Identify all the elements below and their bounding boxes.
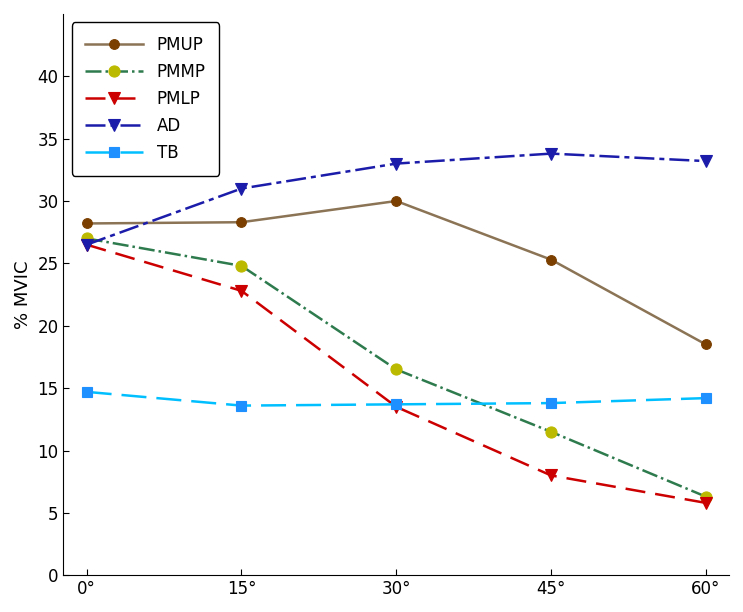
AD [237, 185, 246, 192]
Y-axis label: % MVIC: % MVIC [14, 260, 32, 329]
PMLP [82, 241, 91, 248]
PMMP [237, 262, 246, 269]
PMMP [701, 493, 710, 501]
PMMP [547, 428, 556, 436]
PMUP [701, 341, 710, 348]
TB [82, 388, 91, 395]
AD [547, 150, 556, 157]
PMLP [237, 287, 246, 294]
Line: TB: TB [82, 387, 711, 411]
PMMP [82, 235, 91, 242]
AD [392, 160, 400, 167]
PMMP [392, 366, 400, 373]
PMUP [237, 218, 246, 226]
TB [701, 395, 710, 402]
Line: PMLP: PMLP [81, 239, 712, 509]
TB [237, 402, 246, 409]
PMUP [392, 197, 400, 204]
AD [82, 241, 91, 248]
PMUP [82, 220, 91, 227]
Line: PMMP: PMMP [81, 233, 712, 502]
AD [701, 157, 710, 165]
PMLP [701, 499, 710, 507]
Line: PMUP: PMUP [82, 196, 711, 349]
TB [547, 400, 556, 407]
PMLP [547, 472, 556, 479]
Legend: PMUP, PMMP, PMLP, AD, TB: PMUP, PMMP, PMLP, AD, TB [72, 22, 219, 176]
PMLP [392, 403, 400, 411]
PMUP [547, 256, 556, 263]
TB [392, 401, 400, 408]
Line: AD: AD [81, 148, 712, 250]
